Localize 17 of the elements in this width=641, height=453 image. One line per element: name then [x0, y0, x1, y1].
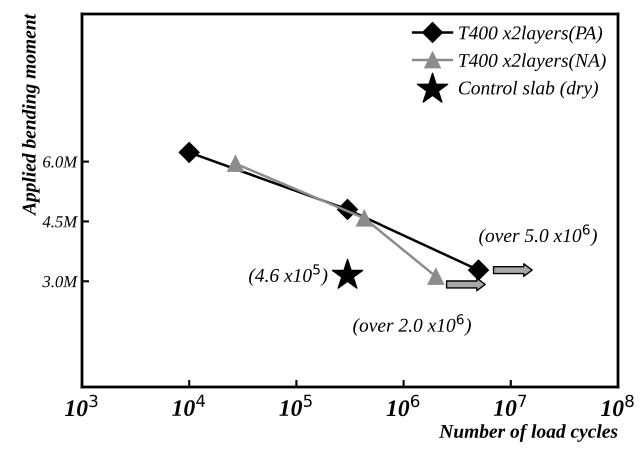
- annotation: (over 2.0 x10$^{6}$): [353, 314, 471, 336]
- x-tick-label: 10$^{5}$: [279, 394, 312, 416]
- annotation: (over 5.0 x10$^{6}$): [479, 224, 597, 246]
- y-tick-label: 6.0M: [43, 156, 78, 168]
- y-axis-title: Applied bending moment: [22, 14, 40, 216]
- legend-label: T400 x2layers(NA): [459, 53, 606, 72]
- legend-label: T400 x2layers(PA): [459, 26, 602, 44]
- x-tick-label: 10$^{7}$: [494, 394, 526, 416]
- x-tick-label: 10$^{6}$: [386, 394, 420, 416]
- x-tick-label: 10$^{8}$: [600, 394, 634, 416]
- y-tick-label: 3.0M: [42, 276, 78, 288]
- annotation: (4.6 x10$^{5}$): [249, 264, 328, 286]
- legend-label: Control slab (dry): [458, 80, 598, 99]
- x-axis-title: Number of load cycles: [439, 424, 618, 442]
- x-tick-label: 10$^{3}$: [64, 394, 98, 416]
- x-tick-label: 10$^{4}$: [172, 394, 206, 416]
- y-tick-label: 4.5M: [42, 216, 78, 228]
